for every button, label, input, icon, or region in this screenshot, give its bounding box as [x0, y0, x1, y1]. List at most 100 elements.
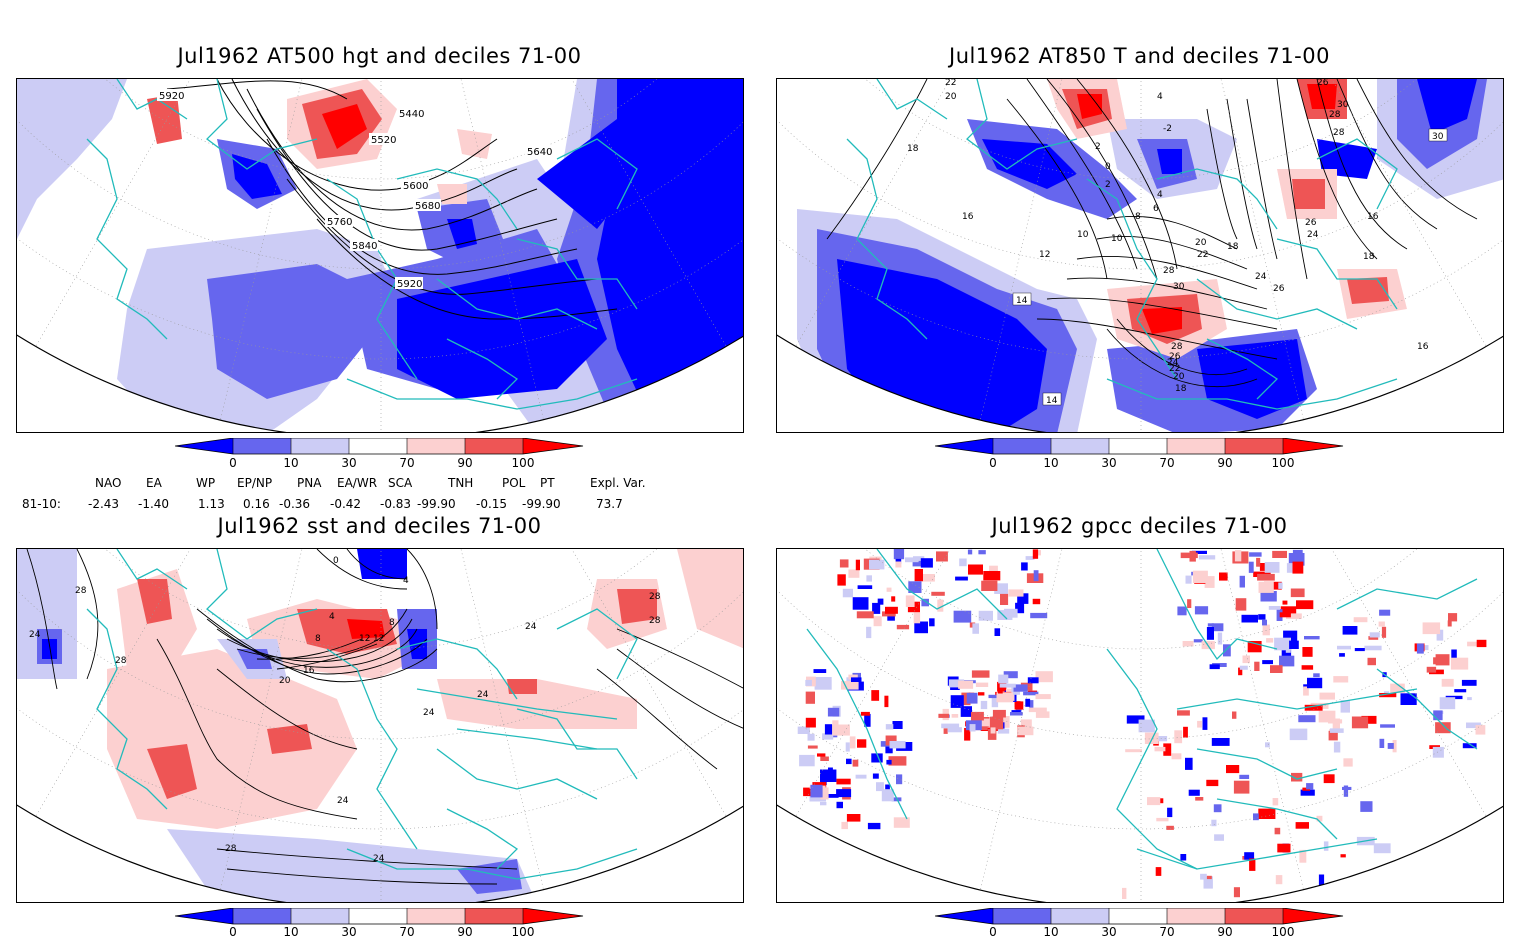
precip-patch [1021, 562, 1028, 571]
precip-patch [969, 724, 976, 732]
precip-patch [1270, 665, 1283, 673]
contour-label: 12 [359, 634, 370, 644]
precip-patch [869, 559, 885, 570]
precip-patch [876, 782, 884, 792]
precip-patch [1435, 654, 1450, 666]
precip-patch [803, 787, 814, 797]
precip-patch [805, 691, 815, 704]
precip-patch [981, 580, 998, 591]
precip-patch [1340, 854, 1346, 858]
precip-patch [877, 598, 884, 605]
precip-patch [885, 606, 898, 614]
contour-label: 24 [423, 708, 435, 718]
contour-label: 22 [945, 79, 956, 88]
contour-label: -2 [1163, 124, 1172, 134]
precip-patch [857, 585, 873, 589]
precip-patch [989, 716, 1004, 730]
precip-patch [1167, 807, 1173, 818]
precip-patch [1207, 623, 1214, 627]
precip-patch [931, 591, 945, 596]
precip-patch [1381, 626, 1387, 638]
precip-patch [1032, 598, 1041, 605]
colorbar-swatch [175, 908, 233, 924]
contour-label: 28 [649, 616, 661, 626]
precip-patch [1289, 640, 1299, 649]
contour-label: 16 [1367, 212, 1379, 222]
precip-patch [1138, 719, 1155, 733]
precip-patch [1285, 645, 1291, 653]
precip-patch [822, 733, 834, 740]
precip-patch [1023, 691, 1039, 696]
precip-patch [841, 821, 848, 830]
contour-label: 24 [1167, 358, 1179, 368]
index-value: -0.83 [380, 497, 412, 511]
precip-patch [886, 587, 892, 592]
contour-label: 24 [1307, 230, 1319, 240]
precip-patch [1025, 556, 1035, 560]
precip-patch [1339, 653, 1345, 657]
precip-patch [895, 561, 902, 568]
precip-patch [824, 724, 833, 735]
precip-patch [1262, 624, 1270, 636]
colorbar-swatch [1051, 438, 1109, 454]
precip-patch [1008, 589, 1024, 597]
colorbar-label: 0 [989, 925, 997, 939]
colorbar-label: 100 [511, 456, 535, 470]
contour-label: 28 [75, 586, 87, 596]
contour-label: 18 [1227, 242, 1239, 252]
precip-patch [1017, 726, 1034, 736]
contour-label: 30 [1432, 132, 1444, 142]
precip-patch [978, 692, 985, 696]
precip-patch [1450, 657, 1469, 670]
precip-patch [1182, 641, 1194, 647]
contour-label: 18 [1175, 384, 1187, 394]
precip-patch [913, 556, 925, 562]
precip-patch [1343, 785, 1349, 797]
precip-patch [1188, 789, 1200, 796]
precip-patch [1233, 887, 1240, 898]
precip-patch [807, 733, 815, 741]
precip-patch [813, 669, 827, 673]
precip-patch [968, 564, 983, 575]
precip-patch [1189, 550, 1196, 562]
precip-patch [1306, 783, 1314, 790]
precip-patch [1180, 552, 1198, 559]
precip-patch [978, 718, 993, 727]
index-header: PT [540, 476, 555, 490]
colorbar-label: 90 [457, 925, 473, 939]
precip-patch [1202, 717, 1208, 730]
precip-patch [1213, 804, 1222, 813]
precip-patch [1467, 641, 1483, 647]
precip-patch [1015, 602, 1025, 614]
precip-patch [892, 721, 903, 729]
precip-patch [820, 756, 829, 761]
precip-patch [1180, 854, 1187, 861]
precip-patch [1036, 550, 1041, 556]
contour-label: 24 [477, 690, 489, 700]
precip-patch [997, 610, 1013, 620]
precip-patch [1342, 626, 1358, 635]
precip-patch [958, 680, 974, 689]
precip-patch [972, 623, 979, 634]
precip-patch [836, 778, 851, 785]
contour-label: 26 [1169, 352, 1181, 362]
contour-label: 10 [1111, 234, 1123, 244]
precip-patch [1289, 728, 1308, 741]
colorbar-label: 100 [1271, 925, 1295, 939]
precip-patch [1475, 725, 1486, 735]
precip-patch [891, 596, 896, 602]
colorbar-swatch [1225, 908, 1283, 924]
colorbar-swatch [1283, 908, 1343, 924]
precip-patch [1166, 825, 1174, 830]
precip-patch [1206, 779, 1219, 787]
contour-label: 5920 [397, 279, 422, 290]
precip-patch [1292, 549, 1303, 559]
precip-patch [1466, 722, 1481, 729]
colorbar-label: 0 [229, 925, 237, 939]
index-header: NAO [95, 476, 122, 490]
contour-label: 12 [373, 634, 384, 644]
precip-patch [1249, 552, 1262, 557]
precip-patch [1433, 710, 1443, 721]
colorbar-bottom-right: 0 10 30 70 90 100 [934, 907, 1345, 940]
colorbar-label: 30 [1101, 925, 1117, 939]
